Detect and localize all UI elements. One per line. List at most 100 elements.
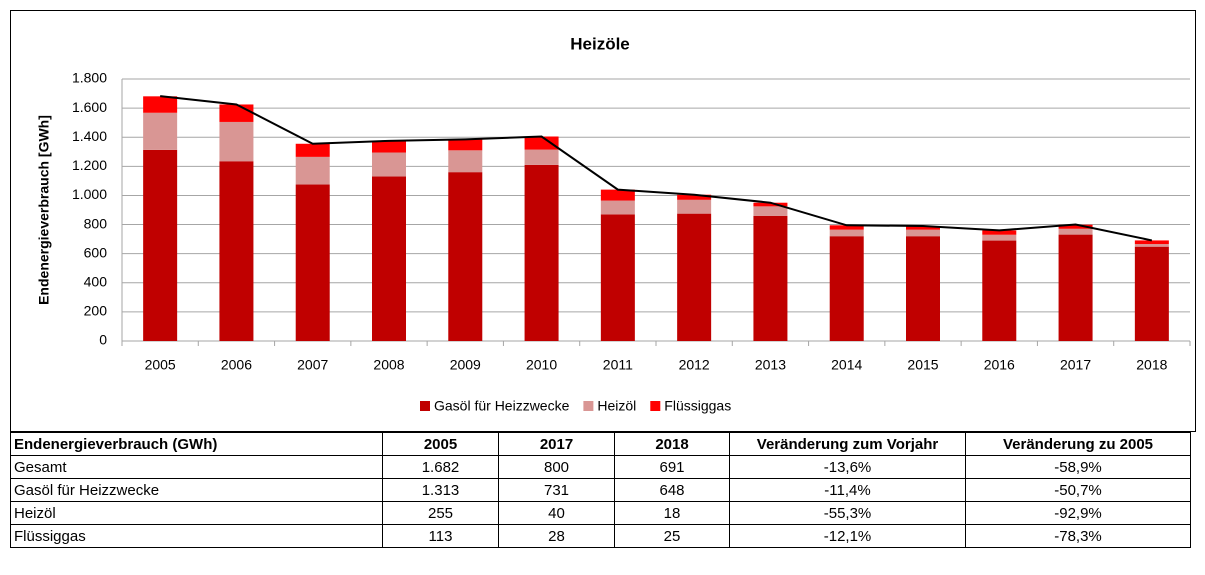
- bar-segment: [372, 176, 406, 341]
- table-row: Flüssiggas 113 28 25 -12,1% -78,3%: [10, 524, 1191, 548]
- bar-segment: [829, 225, 864, 230]
- bar-segment: [1134, 240, 1169, 245]
- table-cell: 648: [614, 478, 730, 502]
- table-cell: Gesamt: [10, 455, 383, 479]
- bar-segment: [1134, 244, 1169, 247]
- bar-segment: [143, 96, 178, 113]
- y-tick-label: 200: [84, 303, 108, 319]
- bar-segment: [143, 112, 178, 150]
- bar-segment: [372, 140, 406, 153]
- y-tick-label: 1.800: [72, 70, 107, 86]
- bar-segment: [1134, 246, 1169, 341]
- x-tick-label: 2010: [526, 357, 557, 373]
- x-tick-label: 2011: [603, 357, 633, 373]
- legend-swatch: [583, 401, 594, 411]
- bar-segment: [219, 104, 254, 122]
- bar-segment: [906, 229, 940, 237]
- table-cell: -11,4%: [729, 478, 966, 502]
- table-cell: 691: [614, 455, 730, 479]
- bar-segment: [906, 226, 940, 230]
- bar-segment: [448, 150, 483, 173]
- table-cell: Gasöl für Heizzwecke: [10, 478, 383, 502]
- table-cell: 1.313: [382, 478, 499, 502]
- bar-segment: [982, 234, 1017, 241]
- bar-segment: [219, 121, 254, 162]
- legend-swatch: [650, 401, 661, 411]
- table-cell: 2005: [382, 432, 499, 456]
- table-row: Gasöl für Heizzwecke 1.313 731 648 -11,4% -50…: [10, 478, 1191, 502]
- bar-segment: [524, 136, 559, 150]
- x-tick-label: 2008: [373, 357, 404, 373]
- table-cell: 2018: [614, 432, 730, 456]
- table-cell: -78,3%: [965, 524, 1191, 548]
- bar-segment: [600, 200, 635, 215]
- x-tick-label: 2016: [984, 357, 1015, 373]
- table-cell: 2017: [498, 432, 615, 456]
- bar-segment: [372, 152, 406, 177]
- table-cell: Veränderung zum Vorjahr: [729, 432, 966, 456]
- table-cell: -12,1%: [729, 524, 966, 548]
- bar-segment: [1058, 228, 1093, 235]
- y-tick-label: 0: [99, 332, 107, 348]
- table-row: Heizöl 255 40 18 -55,3% -92,9%: [10, 501, 1191, 525]
- y-tick-label: 800: [84, 215, 108, 231]
- bar-segment: [982, 240, 1017, 341]
- legend-label: Heizöl: [597, 398, 636, 414]
- y-axis-label: Endenergieverbrauch [GWh]: [36, 115, 52, 305]
- bar-segment: [524, 164, 559, 341]
- bar-segment: [219, 161, 254, 341]
- table-cell: -92,9%: [965, 501, 1191, 525]
- x-tick-label: 2012: [679, 357, 710, 373]
- bar-segment: [1058, 224, 1093, 229]
- bar-segment: [829, 229, 864, 237]
- bar-segment: [753, 202, 788, 207]
- x-tick-label: 2007: [297, 357, 328, 373]
- chart-border: [10, 10, 1196, 432]
- bar-segment: [524, 149, 559, 165]
- table-row: Endenergieverbrauch (GWh) 2005 2017 2018 Ver…: [10, 432, 1191, 456]
- bar-segment: [829, 236, 864, 341]
- legend-swatch: [420, 401, 430, 411]
- y-tick-label: 1.000: [72, 186, 107, 202]
- bar-segment: [295, 156, 330, 185]
- table-cell: 18: [614, 501, 730, 525]
- bar-segment: [753, 215, 788, 341]
- table-cell: Heizöl: [10, 501, 383, 525]
- x-tick-label: 2006: [221, 357, 252, 373]
- x-tick-label: 2005: [145, 357, 176, 373]
- table-cell: -55,3%: [729, 501, 966, 525]
- bar-segment: [448, 172, 483, 341]
- x-tick-label: 2014: [831, 357, 862, 373]
- x-tick-label: 2015: [907, 357, 938, 373]
- table-cell: -13,6%: [729, 455, 966, 479]
- table-cell: Flüssiggas: [10, 524, 383, 548]
- data-table: Endenergieverbrauch (GWh) 2005 2017 2018 Ver…: [10, 432, 1191, 548]
- table-cell: -58,9%: [965, 455, 1191, 479]
- chart: Heizöle Endenergieverbrauch [GWh] 0 200 40…: [10, 10, 1196, 432]
- x-tick-label: 2017: [1060, 357, 1091, 373]
- x-tick-label: 2009: [450, 357, 481, 373]
- table-cell: 800: [498, 455, 615, 479]
- bar-segment: [677, 199, 712, 214]
- table-cell: 731: [498, 478, 615, 502]
- y-tick-label: 1.200: [72, 157, 107, 173]
- legend-label: Gasöl für Heizzwecke: [434, 398, 570, 414]
- y-tick-label: 600: [84, 244, 108, 260]
- legend-label: Flüssiggas: [664, 398, 731, 414]
- table-cell: Veränderung zu 2005: [965, 432, 1191, 456]
- bar-segment: [753, 206, 788, 216]
- table-cell: 25: [614, 524, 730, 548]
- bar-segment: [143, 149, 178, 341]
- y-tick-label: 400: [84, 273, 108, 289]
- table-cell: 1.682: [382, 455, 499, 479]
- bar-segment: [677, 213, 712, 341]
- table-cell: 40: [498, 501, 615, 525]
- y-tick-label: 1.400: [72, 128, 107, 144]
- table-cell: 255: [382, 501, 499, 525]
- bar-segment: [600, 189, 635, 201]
- bar-segment: [600, 214, 635, 341]
- bar-segment: [982, 230, 1017, 235]
- table-cell: Endenergieverbrauch (GWh): [10, 432, 383, 456]
- x-tick-label: 2013: [755, 357, 786, 373]
